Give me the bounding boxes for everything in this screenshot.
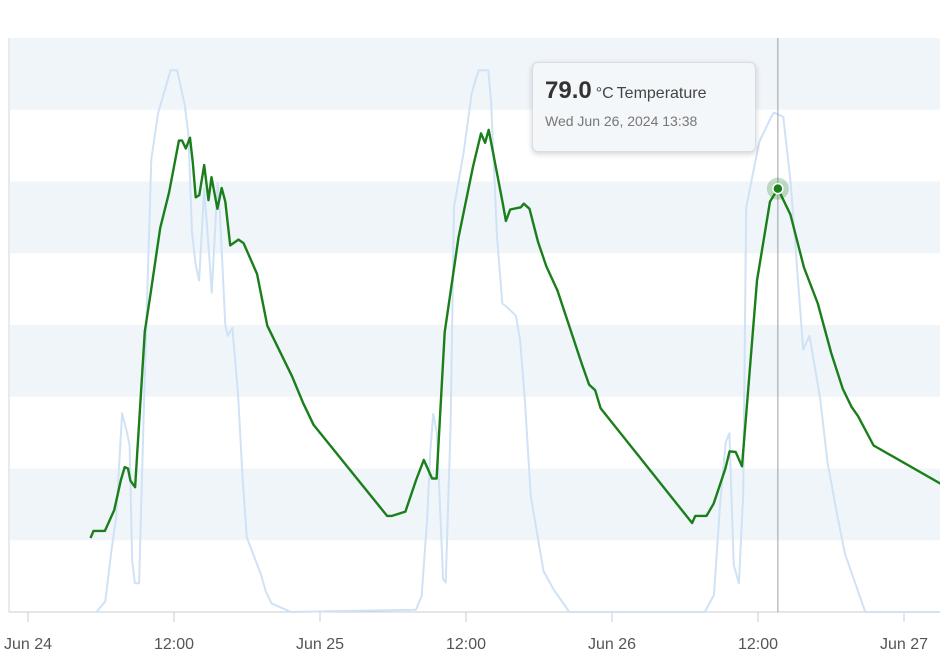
x-axis-ticks: Jun 24 12:00 Jun 25 12:00 Jun 26 12:00 Jun 27 [4, 612, 928, 653]
x-tick-label: Jun 24 [4, 636, 52, 653]
background-bands [10, 38, 940, 541]
tooltip: 79.0 °C Temperature Wed Jun 26, 2024 13:38 [532, 62, 756, 152]
x-tick-label: 12:00 [738, 636, 778, 653]
background-band [10, 468, 940, 541]
highlight-point[interactable] [772, 182, 784, 195]
tooltip-unit: °C [595, 85, 614, 102]
x-tick-label: 12:00 [446, 636, 486, 653]
temperature-series-line[interactable] [89, 128, 940, 539]
tooltip-series-name: Temperature [616, 85, 707, 102]
x-tick-label: Jun 27 [880, 636, 928, 653]
secondary-series-line [95, 69, 940, 613]
background-band [10, 181, 940, 254]
tooltip-datetime: Wed Jun 26, 2024 13:38 [545, 113, 698, 129]
x-tick-label: Jun 26 [588, 636, 636, 653]
x-tick-label: Jun 25 [296, 636, 344, 653]
background-band [10, 325, 940, 397]
tooltip-value: 79.0 [545, 77, 592, 104]
tooltip-value-row: 79.0 °C Temperature [545, 77, 743, 105]
background-band [10, 38, 940, 110]
x-tick-label: 12:00 [154, 636, 194, 653]
